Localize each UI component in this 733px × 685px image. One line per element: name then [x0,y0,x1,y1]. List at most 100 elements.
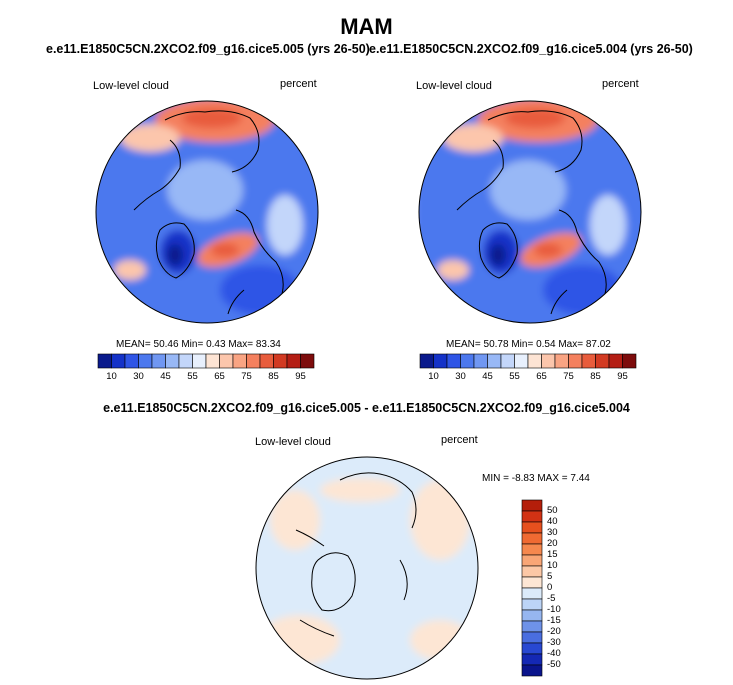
colorbar-2-swatch [622,353,637,369]
colorbar-diff-tick-label: 30 [547,527,558,538]
colorbar-2-swatch [595,353,610,369]
colorbar-diff-swatch [521,664,543,677]
colorbar-2-swatch [433,353,448,369]
map-3-border [255,456,479,680]
colorbar-2-swatch [554,353,569,369]
colorbar-diff-swatch [521,653,543,666]
colorbar-2-swatch [541,353,556,369]
colorbar-diff-swatch [521,499,543,512]
colorbar-2-swatch [527,353,542,369]
map-1-coastline-greenland [155,222,195,279]
map-2-region-north-atlantic-core [534,243,562,257]
colorbar-1-swatch [165,353,180,369]
panel-1-case-title: e.e11.E1850C5CN.2XCO2.f09_g16.cice5.005 … [46,42,370,56]
colorbar-1-swatch [124,353,139,369]
colorbar-diff-swatch [521,543,543,556]
colorbar-diff-swatch [521,631,543,644]
colorbar-2-tick-label: 85 [590,371,601,382]
colorbar-2-swatch [514,353,529,369]
diff-min-label: MIN = [482,473,509,484]
panel-2-units-label: percent [602,78,639,90]
map-3-region-warm-southeast [410,620,470,660]
map-2-coastline-greenland [478,222,518,279]
map-1-region-north-pacific-core [182,108,242,128]
colorbar-diff-tick-label: -15 [547,615,561,626]
map-1-region-north-atlantic-core [211,243,239,257]
map-2-region-pale-patch [590,195,626,255]
diff-panel-stats: MIN = -8.83 MAX = 7.44 [482,473,590,484]
map-2-region-greenland-core [490,244,506,266]
colorbar-1-swatch [246,353,261,369]
colorbar-diff-tick-label: -20 [547,626,561,637]
colorbar-1-swatch [259,353,274,369]
panel-2-variable-label: Low-level cloud [416,80,492,92]
map-3-region-warm-south [260,615,340,665]
panel-1-stats: MEAN= 50.46 Min= 0.43 Max= 83.34 [116,339,281,350]
map-1-region-pale-patch [267,195,303,255]
panel-1-units-label: percent [280,78,317,90]
map-2-region-arctic-ocean [490,160,566,220]
map-3-coastline-north [339,472,417,529]
colorbar-2-swatch [581,353,596,369]
panel-1-min-value: 0.43 [206,339,226,350]
colorbar-diff-swatch [521,565,543,578]
colorbar-diff-swatch [521,620,543,633]
colorbar-diff-tick-label: 5 [547,571,553,582]
map-1-region-greenland [160,230,196,274]
colorbar-diff-tick-label: -40 [547,648,561,659]
map-1-region-west-warm [114,260,146,280]
map-2-coastline-asia [456,110,583,211]
map-2-border [418,100,642,324]
colorbar-diff-tick-label: 15 [547,549,558,560]
colorbar-1-swatch [138,353,153,369]
panel-2-case-title: e.e11.E1850C5CN.2XCO2.f09_g16.cice5.004 … [369,42,693,56]
map-2-region-bering [443,124,503,152]
colorbar-1-tick-label: 75 [241,371,252,382]
colorbar-diff-tick-label: 50 [547,505,558,516]
colorbar-diff-tick-label: 20 [547,538,558,549]
colorbar-1-swatch [192,353,207,369]
colorbar-diff-tick-label: 10 [547,560,558,571]
colorbar-2-swatch [568,353,583,369]
panel-2-min-label: Min= [511,339,534,350]
colorbar-1-swatch [232,353,247,369]
colorbar-diff-tick-label: -10 [547,604,561,615]
map-1-coastline-asia [133,110,260,211]
map-1-region-arctic-ocean [167,160,243,220]
colorbar-2-swatch [608,353,623,369]
map-1-background [96,101,318,323]
map-2-region-greenland [483,230,519,274]
panel-2-max-label: Max= [558,339,584,350]
map-2-coastline-europe [550,209,607,315]
colorbar-2-swatch [446,353,461,369]
colorbar-1-swatch [151,353,166,369]
map-2-region-west-warm [437,260,469,280]
colorbar-diff-tick-label: 0 [547,582,553,593]
map-3-coastline-islands [295,529,408,637]
panel-2-mean-value: 50.78 [483,339,509,350]
colorbar-1-swatch [286,353,301,369]
map-2-region-eurasia-south [543,265,623,315]
colorbar-diff-swatch [521,598,543,611]
colorbar-diff-swatch [521,576,543,589]
panel-1-max-value: 83.34 [255,339,281,350]
colorbar-1-tick-label: 45 [160,371,171,382]
map-3-region-warm-north [320,478,400,502]
map-3-region-warm-west [270,490,320,550]
colorbar-2-tick-label: 55 [509,371,520,382]
map-2-region-north-pacific-core [505,108,565,128]
diff-max-label: MAX = [537,473,568,484]
colorbar-1-tick-label: 95 [295,371,306,382]
map-3-coastline-greenland [311,552,356,612]
colorbar-diff-swatch [521,587,543,600]
panel-1-mean-value: 50.46 [153,339,179,350]
panel-2-min-value: 0.54 [536,339,556,350]
colorbar-1-swatch [205,353,220,369]
diff-max-value: 7.44 [570,473,590,484]
colorbar-diff-swatch [521,521,543,534]
map-2-region-north-atlantic [520,232,582,268]
map-1-region-north-atlantic [197,232,259,268]
colorbar-diff-swatch [521,609,543,622]
colorbar-2-swatch [487,353,502,369]
